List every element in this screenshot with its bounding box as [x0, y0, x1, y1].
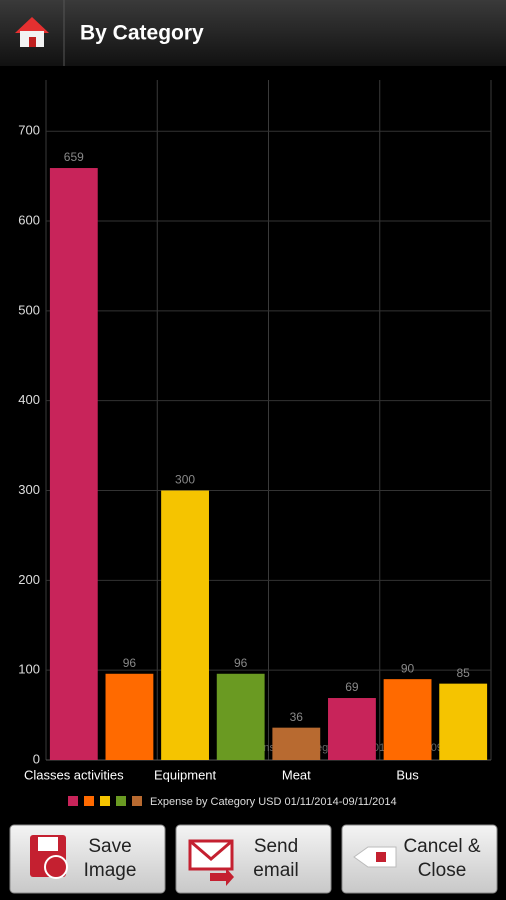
button-label: Cancel & [403, 836, 480, 857]
legend-swatch [84, 796, 94, 806]
icon [189, 839, 233, 861]
legend-swatch [132, 796, 142, 806]
value-label: 90 [401, 661, 415, 675]
button-bg [341, 824, 498, 894]
x-tick-label: Equipment [154, 767, 217, 782]
y-tick-label: 300 [18, 482, 40, 497]
app-title: By Category [80, 22, 204, 45]
app-bar [0, 0, 506, 66]
x-tick-label: Classes activities [24, 767, 124, 782]
y-tick-label: 500 [18, 302, 40, 317]
bar [161, 490, 209, 760]
icon [44, 855, 68, 879]
button[interactable]: Save Image [9, 824, 166, 894]
value-label: 85 [457, 666, 471, 680]
button-label: Save [88, 836, 131, 857]
bar [49, 168, 98, 760]
bar [216, 673, 265, 760]
button-label: Send [254, 836, 298, 857]
bar [439, 683, 488, 760]
y-tick-label: 200 [18, 572, 40, 587]
bar [272, 727, 321, 760]
icon [38, 837, 58, 851]
y-tick-label: 100 [18, 662, 40, 677]
y-tick-label: 0 [33, 751, 40, 766]
button[interactable]: Cancel & Close [341, 824, 498, 894]
bar [105, 673, 154, 760]
value-label: 69 [345, 680, 359, 694]
legend-label: Expense by Category USD 01/11/2014-09/11… [150, 796, 397, 808]
value-label: 659 [64, 150, 84, 164]
x-tick-label: Bus [396, 767, 419, 782]
y-tick-label: 700 [18, 123, 40, 138]
x-tick-label: Meat [282, 767, 311, 782]
bar [328, 698, 376, 760]
value-label: 36 [290, 710, 304, 724]
button-label: email [253, 860, 298, 881]
home-icon[interactable] [15, 17, 49, 47]
value-label: 300 [175, 473, 195, 487]
button[interactable]: Send email [175, 824, 332, 894]
y-tick-label: 600 [18, 212, 40, 227]
legend-swatch [68, 796, 78, 806]
button-label: Close [418, 860, 467, 881]
value-label: 96 [234, 656, 248, 670]
legend-swatch [116, 796, 126, 806]
button-label: Image [84, 860, 137, 881]
value-label: 96 [123, 656, 137, 670]
y-tick-label: 400 [18, 392, 40, 407]
icon [210, 868, 234, 886]
icon [376, 852, 386, 862]
bar [383, 679, 432, 760]
legend-swatch [100, 796, 110, 806]
